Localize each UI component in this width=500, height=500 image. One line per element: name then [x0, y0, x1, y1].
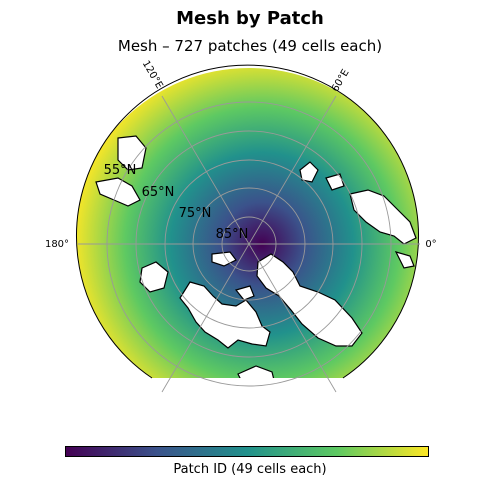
parallel-label-65n: 65°N	[142, 185, 175, 200]
europe-land	[394, 251, 415, 269]
colorbar-label: Patch ID (49 cells each)	[173, 462, 327, 477]
meridian-label-120e: 120°E	[140, 59, 165, 91]
figure-title: Mesh by Patch	[176, 8, 324, 29]
mesh-field	[76, 68, 419, 379]
meridian-label-180: 180°	[45, 239, 69, 250]
meridians	[78, 95, 420, 393]
map-boundary	[76, 64, 419, 379]
parallel-label-75n: 75°N	[179, 206, 212, 221]
siberia-land	[117, 135, 147, 171]
meridian-label-60e: 60°E	[330, 68, 352, 94]
polar-map: 120°E 60°E 180° 0° 55°N 65°N 75°N 85°N	[45, 59, 437, 393]
iceland-land	[237, 365, 277, 379]
parallel-label-55n: 55°N	[104, 163, 137, 178]
arctic-island	[234, 285, 255, 301]
novaya-zemlya-land	[325, 173, 345, 191]
alaska-land	[139, 261, 169, 293]
greenland-land	[256, 253, 363, 347]
land-masses	[95, 135, 417, 379]
eurasia-land	[349, 189, 417, 245]
colorbar	[65, 446, 429, 457]
figure-subtitle: Mesh – 727 patches (49 cells each)	[117, 37, 383, 55]
parallel-label-85n: 85°N	[216, 227, 249, 242]
north-america-land	[179, 281, 271, 349]
meridian-label-0: 0°	[425, 239, 436, 250]
asia-land	[95, 177, 141, 207]
